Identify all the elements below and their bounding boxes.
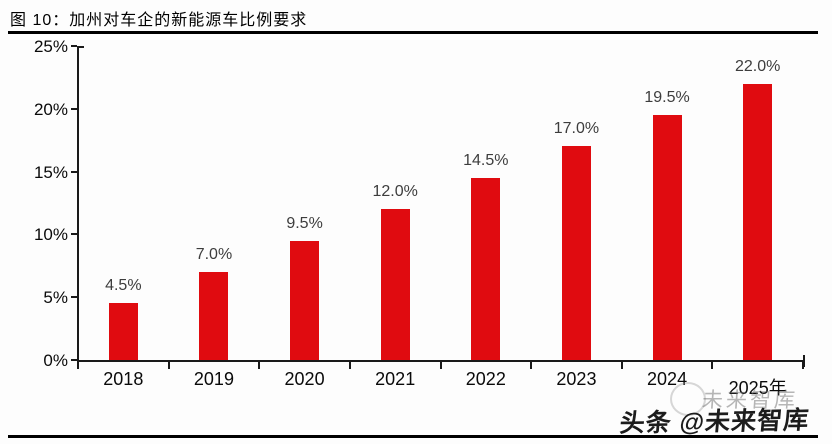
bar-value-label: 14.5% [463, 151, 509, 169]
y-axis-tick-label: 25% [33, 37, 68, 56]
y-axis-tick [71, 45, 77, 47]
y-axis-tick [71, 170, 77, 173]
x-axis-tick [530, 362, 533, 369]
x-axis-tick [711, 362, 714, 369]
bar [471, 177, 501, 360]
y-axis-tick-label: 0% [43, 351, 68, 370]
y-axis-end-cap [79, 46, 84, 48]
bar [743, 83, 773, 360]
bar-value-label: 12.0% [372, 183, 418, 201]
y-axis-tick-label: 15% [33, 162, 68, 182]
y-axis-tick [71, 233, 77, 236]
bar-value-label: 4.5% [105, 277, 142, 295]
x-axis-line [77, 360, 805, 362]
x-axis-category-label: 2021 [375, 369, 416, 389]
x-axis-tick [439, 362, 442, 369]
bar-value-label: 7.0% [195, 246, 233, 264]
y-axis-tick [71, 359, 77, 361]
y-axis-tick-label: 20% [33, 99, 68, 119]
y-axis-tick [71, 107, 77, 110]
x-axis-category-label: 2024 [647, 369, 688, 389]
x-axis-end-cap [803, 355, 805, 367]
x-axis-category-label: 2025年 [728, 378, 787, 398]
bar [108, 303, 138, 360]
x-axis-tick [258, 362, 261, 369]
x-axis-tick [802, 362, 804, 369]
x-axis-category-label: 2023 [556, 369, 597, 389]
figure-title: 图 10：加州对车企的新能源车比例要求 [10, 12, 308, 29]
bar [290, 240, 320, 360]
x-axis-category-label: 2020 [284, 369, 325, 389]
bottom-rule [8, 435, 818, 438]
bar [380, 209, 410, 360]
y-axis-line [77, 46, 79, 362]
bar [652, 115, 682, 360]
bar-value-label: 17.0% [553, 120, 600, 138]
watermark-front-text: 头条 @未来智库 [618, 406, 811, 438]
title-underline-rule [8, 31, 818, 34]
x-axis-tick [77, 362, 79, 369]
y-axis-tick-label: 10% [33, 225, 68, 245]
bar [561, 146, 591, 360]
bar [199, 272, 229, 360]
x-axis-tick [167, 362, 170, 369]
bar-value-label: 19.5% [644, 89, 690, 107]
y-axis-tick-label: 5% [43, 288, 68, 308]
x-axis-tick [620, 362, 623, 369]
x-axis-tick [348, 362, 351, 369]
bar-value-label: 22.0% [735, 57, 781, 75]
x-axis-category-label: 2019 [193, 369, 234, 389]
y-axis-tick [71, 296, 77, 299]
x-axis-category-label: 2018 [103, 369, 144, 389]
bar-value-label: 9.5% [286, 214, 323, 232]
x-axis-category-label: 2022 [465, 369, 506, 389]
